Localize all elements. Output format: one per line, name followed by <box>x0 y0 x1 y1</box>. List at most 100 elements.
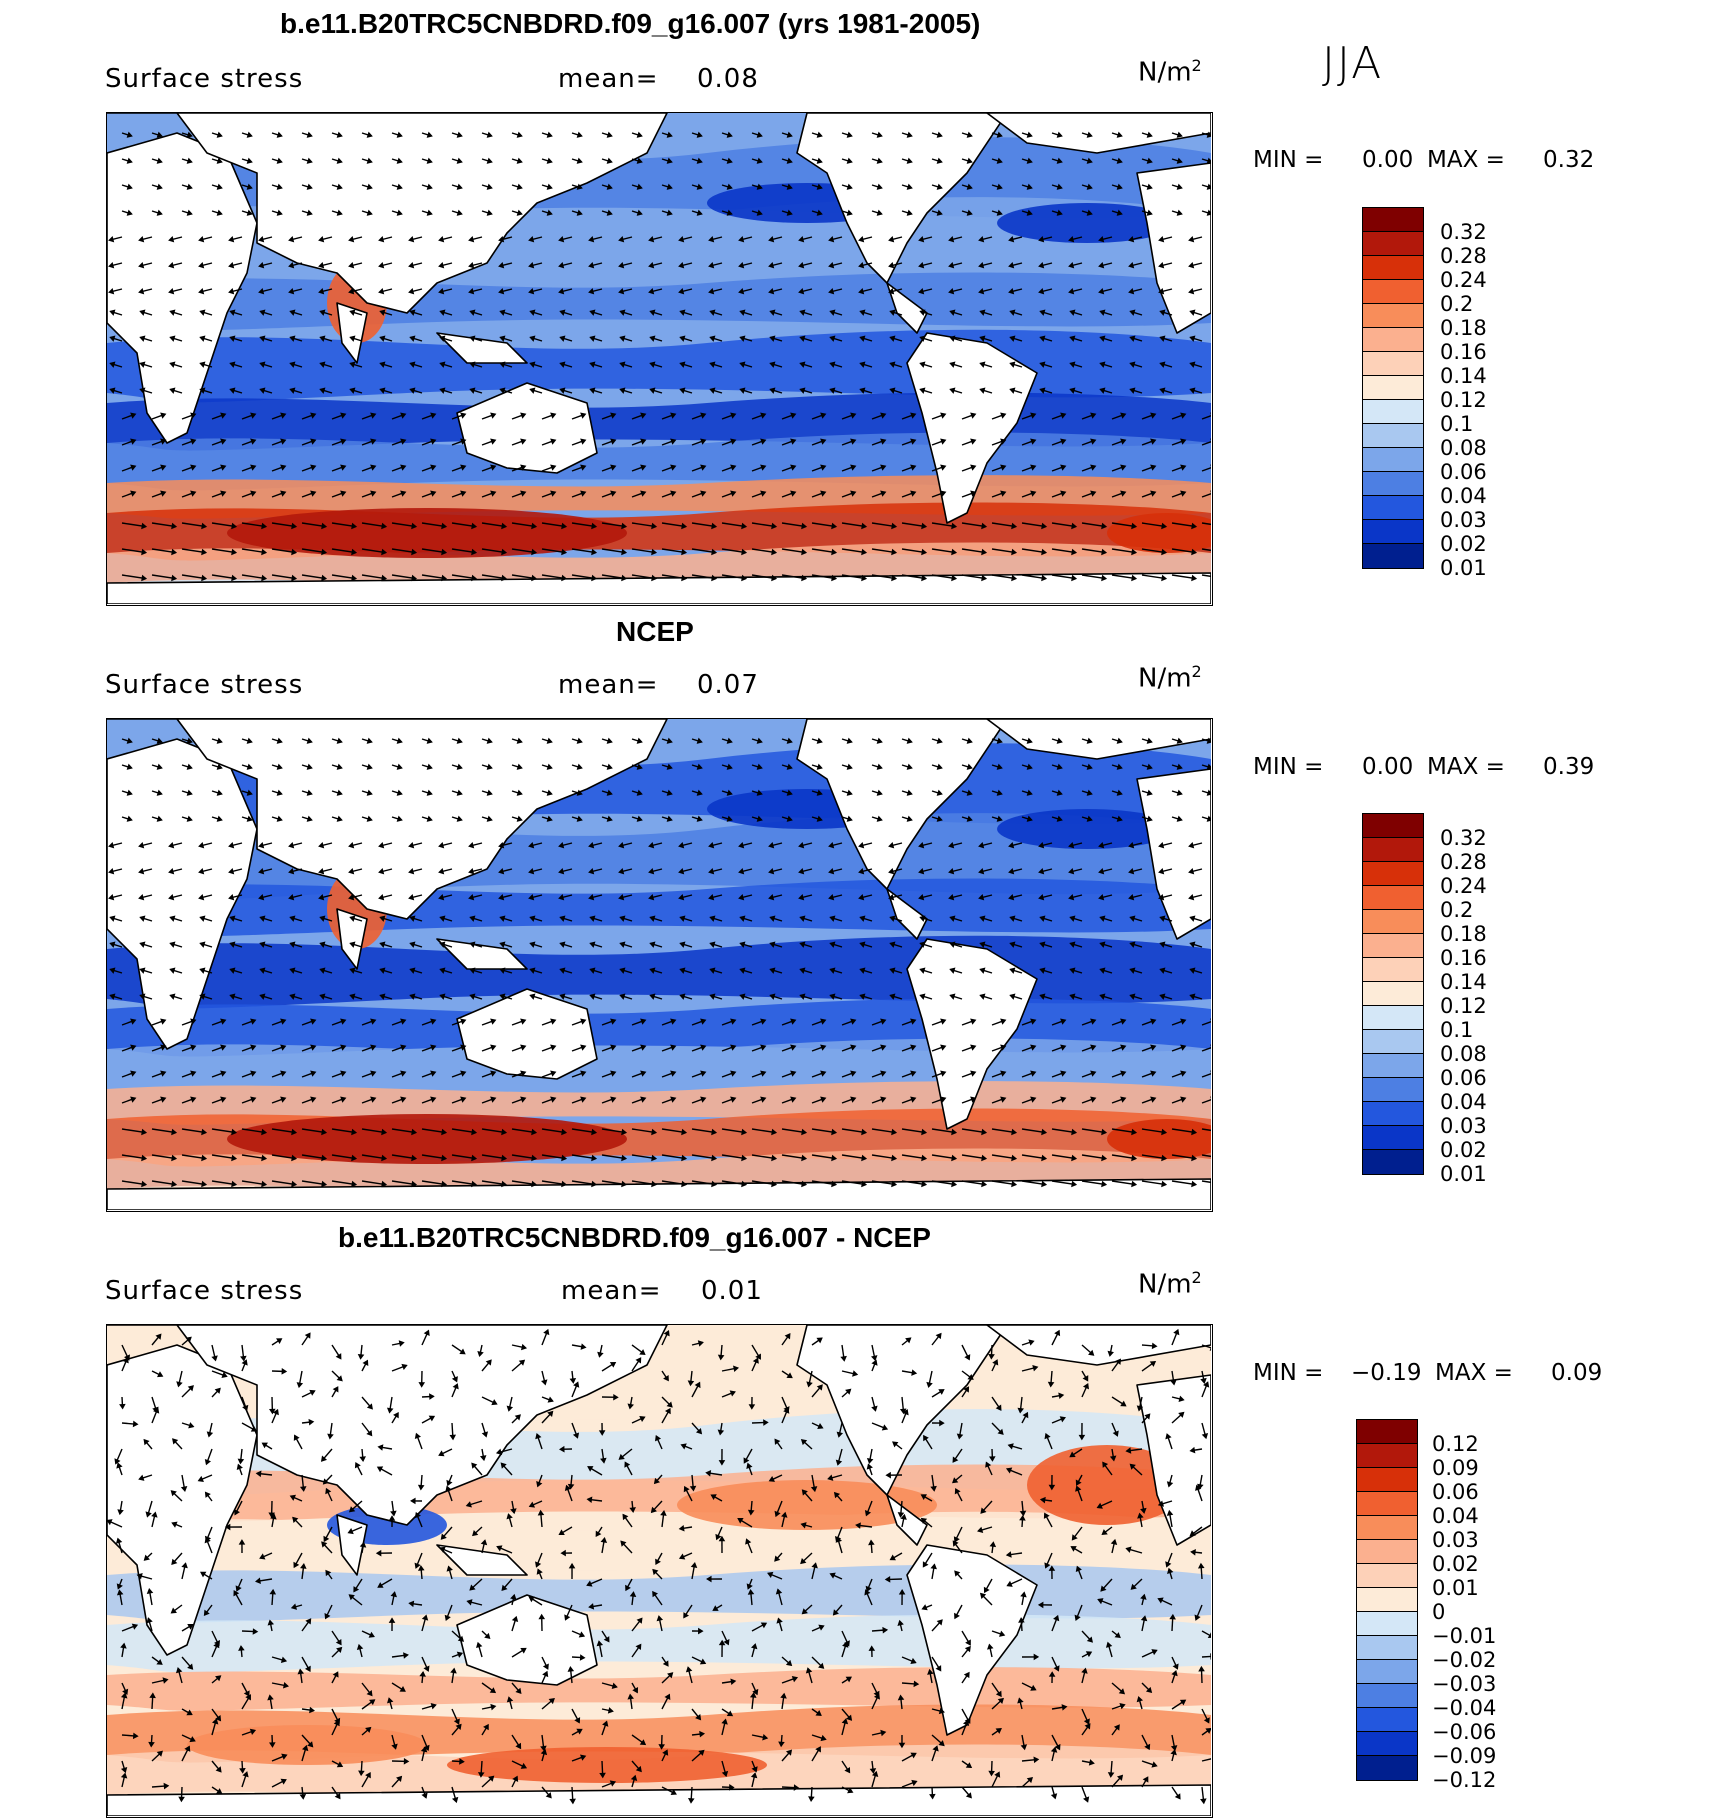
stress-vector-head <box>108 235 115 243</box>
stress-vector-head <box>168 867 175 875</box>
stress-vector-head <box>460 490 467 497</box>
stress-vector-head <box>1191 1154 1198 1162</box>
stress-vector-head <box>1197 1562 1205 1569</box>
stress-vector-head <box>771 1180 778 1188</box>
stress-vector-head <box>246 763 253 770</box>
stress-vector-head <box>1098 235 1105 243</box>
stress-vector-head <box>1150 1018 1157 1025</box>
stress-vector-head <box>379 387 386 394</box>
stress-vector-head <box>403 1652 409 1659</box>
stress-vector-head <box>276 209 283 216</box>
stress-vector-head <box>400 1018 407 1025</box>
stress-vector-head <box>829 335 836 342</box>
stress-vector-head <box>293 1434 300 1441</box>
stress-vector-head <box>1101 574 1108 582</box>
stress-vector-head <box>120 1642 127 1649</box>
stress-vector-head <box>861 1154 868 1162</box>
stress-vector-head <box>800 1557 807 1565</box>
stress-vector-head <box>280 1778 287 1785</box>
stress-vector-head <box>499 387 506 394</box>
stress-vector-head <box>116 1462 123 1469</box>
stress-vector-head <box>291 574 298 582</box>
stress-vector-head <box>846 183 853 190</box>
stress-vector-head <box>977 1526 984 1534</box>
stress-vector-head <box>501 1154 508 1162</box>
stress-vector-head <box>318 867 325 875</box>
stress-vector-head <box>1099 335 1106 342</box>
stress-vector-head <box>348 867 355 875</box>
stress-vector-head <box>889 915 896 922</box>
stress-vector-head <box>1179 1699 1187 1706</box>
stress-vector-head <box>1009 993 1016 1000</box>
stress-vector-head <box>741 548 748 556</box>
stress-vector-head <box>546 183 553 190</box>
panel-1-min-label: MIN = <box>1253 147 1324 173</box>
stress-vector-head <box>429 1393 435 1400</box>
stress-vector-head <box>588 261 595 269</box>
stress-vector-head <box>1166 1481 1174 1488</box>
stress-vector-head <box>168 287 175 295</box>
stress-vector-head <box>709 335 716 342</box>
stress-vector-head <box>229 387 236 394</box>
stress-vector-head <box>1041 1154 1048 1162</box>
stress-vector-head <box>1060 464 1067 471</box>
stress-vector-head <box>250 464 257 471</box>
stress-vector-head <box>204 1491 211 1498</box>
stress-vector-head <box>451 1796 459 1804</box>
stress-vector-head <box>1099 941 1106 948</box>
stress-vector-head <box>501 522 508 530</box>
stress-vector-head <box>698 1627 704 1635</box>
stress-vector-head <box>1050 1793 1058 1800</box>
stress-vector-head <box>906 815 913 822</box>
stress-vector-head <box>771 574 778 582</box>
stress-vector-head <box>321 1128 328 1136</box>
stress-vector-head <box>280 1044 287 1051</box>
stress-vector-head <box>289 309 296 316</box>
stress-vector-head <box>726 157 733 164</box>
stress-vector-head <box>829 361 836 368</box>
stress-vector-head <box>1026 1776 1034 1784</box>
stress-vector-head <box>280 1656 288 1663</box>
stress-vector-head <box>710 1494 717 1501</box>
stress-vector-head <box>936 157 943 164</box>
stress-vector-head <box>408 1600 415 1608</box>
stress-vector-head <box>529 993 536 1000</box>
stress-vector-head <box>400 1096 407 1103</box>
stress-vector-head <box>506 1405 514 1412</box>
stress-vector-head <box>1011 548 1018 556</box>
stress-vector-head <box>790 1018 797 1025</box>
stress-vector-head <box>741 1128 748 1136</box>
stress-vector-head <box>996 763 1003 770</box>
stress-vector-head <box>800 1439 808 1446</box>
stress-vector-head <box>1090 1044 1097 1051</box>
stress-vector-head <box>783 1407 790 1414</box>
stress-vector-head <box>898 1589 906 1595</box>
stress-vector-head <box>229 361 236 368</box>
stress-vector <box>1201 1128 1212 1132</box>
stress-vector-head <box>391 1743 398 1750</box>
stress-vector-head <box>1151 1761 1158 1768</box>
stress-vector-head <box>188 1422 195 1429</box>
stress-vector-head <box>381 548 388 556</box>
stress-vector-head <box>670 1044 677 1051</box>
stress-vector-head <box>739 941 746 948</box>
stress-vector-head <box>820 1044 827 1051</box>
stress-vector-head <box>441 1128 448 1136</box>
stress-vector-head <box>438 841 445 849</box>
colorbar-tick-label: 0.32 <box>1440 826 1487 850</box>
stress-vector-head <box>1030 464 1037 471</box>
stress-vector-head <box>269 1742 276 1748</box>
colorbar-tick-label: 0.28 <box>1440 244 1487 268</box>
stress-vector-head <box>861 522 868 530</box>
stress-vector-head <box>250 1096 257 1103</box>
stress-vector-head <box>1008 261 1015 269</box>
panel-3-map <box>106 1324 1213 1818</box>
stress-vector-head <box>858 867 865 875</box>
stress-vector-head <box>1056 183 1063 190</box>
stress-vector-head <box>654 1434 662 1442</box>
stress-vector-head <box>1026 737 1033 744</box>
stress-vector-head <box>1145 1686 1153 1694</box>
stress-vector-head <box>591 1180 598 1188</box>
stress-vector-head <box>1190 1549 1196 1556</box>
stress-vector-head <box>1189 1530 1196 1537</box>
